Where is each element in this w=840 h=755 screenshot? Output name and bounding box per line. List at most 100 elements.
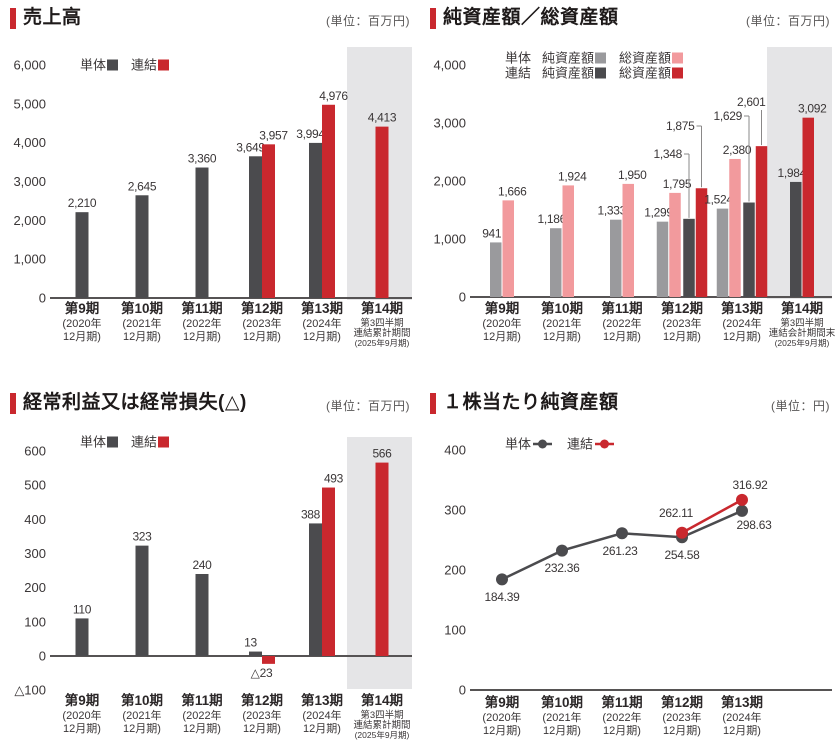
data-point	[676, 526, 688, 539]
bar-value-label: 110	[73, 602, 92, 616]
bar-value-label: 1,984	[777, 166, 806, 180]
category-label: 12月期)	[63, 722, 101, 735]
sales-bar-chart: 6,000 5,000 4,000 3,000 2,000 1,000 0 第9期(2020年…	[13, 47, 412, 348]
bar-value-label: 13	[244, 636, 257, 650]
category-label: 第9期	[65, 692, 100, 708]
category-label: (2023年	[662, 710, 701, 724]
bar	[262, 144, 275, 298]
chart-title-ordinary-income: 経常利益又は経常損失(△)	[23, 392, 247, 414]
category-label: (2025年9月期)	[355, 730, 410, 740]
category-label: 12月期)	[663, 724, 701, 737]
category-label: 第9期	[65, 300, 100, 316]
legend-item-label: 総資産額	[619, 66, 671, 81]
category-label: (2021年	[122, 708, 161, 722]
point-value-label: 316.92	[733, 478, 769, 492]
data-point	[616, 527, 628, 540]
legend-swatch-icon	[107, 436, 118, 448]
y-tick-label: 0	[459, 290, 466, 305]
bar-value-label: 388	[301, 507, 321, 521]
unit-label-net-assets: (単位：百万円)	[746, 14, 830, 28]
legend-item-label: 純資産額	[542, 66, 594, 81]
category-label: 第14期	[361, 300, 403, 316]
legend-item-label: 単体	[80, 435, 106, 450]
category-label: (2022年	[182, 708, 221, 722]
y-tick-label: 1,000	[433, 232, 466, 247]
bar	[802, 117, 814, 297]
category-label: 第11期	[181, 300, 222, 316]
category-label: 第14期	[781, 300, 823, 316]
category-label: 連結累計期間	[353, 719, 410, 731]
y-tick-label: 400	[444, 443, 466, 458]
legend-item-label: 単体	[505, 437, 531, 452]
category-label: (2022年	[182, 316, 221, 330]
chart-header-net-assets: 純資産額／総資産額 (単位：百万円)	[430, 7, 830, 29]
category-label: 12月期)	[123, 722, 161, 735]
category-label: (2022年	[602, 316, 641, 330]
title-accent-bar-icon	[430, 393, 436, 414]
bar-value-label: 2,380	[723, 143, 752, 157]
category-label: 12月期)	[663, 330, 701, 343]
unit-label-sales: (単位：百万円)	[326, 14, 410, 28]
category-label: 第11期	[601, 300, 642, 316]
bar	[502, 200, 514, 297]
legend-dot-marker-icon	[538, 439, 547, 449]
bar-value-label: 1,875	[666, 119, 695, 133]
bar	[610, 219, 622, 297]
unit-label-bps: (単位：円)	[771, 399, 830, 413]
category-label: (2023年	[242, 708, 281, 722]
category-label: (2024年	[302, 316, 341, 330]
bar-value-label: 1,333	[597, 204, 626, 218]
bar	[656, 221, 669, 297]
category-label: 第12期	[241, 692, 283, 708]
legend-swatch-icon	[595, 52, 606, 64]
bar-value-label: 1,629	[713, 109, 742, 123]
point-value-label: 261.23	[603, 544, 639, 558]
bar-value-label: 1,795	[663, 177, 692, 191]
data-point	[496, 573, 508, 586]
bar-value-label: 2,601	[737, 95, 766, 109]
legend-item-label: 総資産額	[619, 51, 671, 66]
unit-label-ordinary-income: (単位：百万円)	[326, 399, 410, 413]
bar	[490, 242, 502, 297]
bar-value-label: 1,348	[653, 147, 682, 161]
bar	[755, 146, 768, 297]
bar-value-label: 1,524	[704, 193, 733, 207]
category-label: 12月期)	[243, 722, 281, 735]
y-tick-label: 2,000	[433, 174, 466, 189]
legend-swatch-icon	[158, 59, 169, 71]
y-tick-label: 400	[24, 512, 46, 527]
category-label: 第10期	[121, 300, 163, 316]
category-label: 12月期)	[603, 724, 641, 737]
bar	[669, 192, 681, 297]
y-tick-label: 6,000	[13, 58, 46, 73]
point-value-label: 232.36	[545, 561, 581, 575]
bar-value-label: 2,645	[128, 179, 157, 193]
legend-swatch-icon	[158, 436, 169, 448]
y-tick-label: 300	[24, 546, 46, 561]
legend-prefix: 単体	[505, 51, 531, 66]
y-tick-label: 0	[39, 649, 46, 664]
category-label: 第13期	[721, 694, 763, 710]
chart-section-net-assets: 4,000 3,000 2,000 1,000 0 第9期 (2020年 12月期) 第10期(…	[420, 0, 840, 385]
bar-value-label: 4,413	[368, 111, 397, 125]
category-label: 第9期	[485, 300, 520, 316]
legend-dot-marker-icon	[600, 439, 609, 449]
title-accent-bar-icon	[430, 8, 436, 29]
bar	[716, 208, 729, 297]
legend-item-label: 単体	[80, 58, 106, 73]
bar	[195, 167, 209, 298]
category-label: 12月期)	[543, 724, 581, 737]
bar-value-label: 4,976	[319, 89, 348, 103]
bar	[195, 573, 209, 656]
bps-line-chart: 4003002001000第9期(2020年12月期)第10期(2021年12月…	[444, 437, 832, 737]
bar	[75, 212, 89, 298]
bar	[249, 156, 262, 298]
category-label: (2020年	[62, 316, 101, 330]
bar	[135, 195, 149, 298]
bar-value-label: 1,950	[618, 168, 647, 182]
legend-item-label: 連結	[131, 58, 157, 73]
category-label: (2024年	[722, 710, 761, 724]
bar	[695, 188, 708, 297]
bar-value-label: 2,210	[68, 196, 97, 210]
point-value-label: 262.11	[659, 506, 694, 520]
